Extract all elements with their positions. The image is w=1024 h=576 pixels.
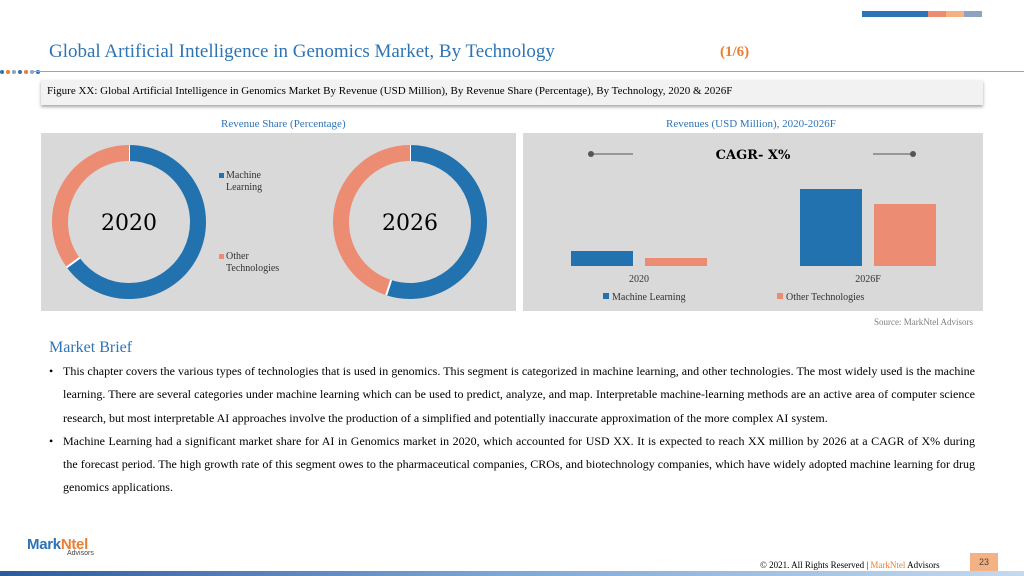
donut-slice-other-technologies [333,145,411,296]
donut-center-label: 2026 [382,211,438,236]
legend-swatch [219,173,224,178]
bullet-symbol: • [49,433,54,448]
left-panel-title: Revenue Share (Percentage) [221,118,346,130]
legend-label: Technologies [226,263,279,274]
x-tick-label: 2020 [629,274,649,285]
slice-separator [385,279,393,296]
page-indicator: (1/6) [720,44,750,60]
brief-bullet-text: This chapter covers the various types of… [63,364,975,425]
source-note: Source: MarkNtel Advisors [874,317,973,327]
logo-mark: Mark [27,536,61,553]
bar-chart-panel: 2020 2026F CAGR- X% Machine Learning Other T… [523,133,983,311]
title-underline-dots [0,70,40,74]
legend-label: Other [226,251,249,262]
copyright-text: © 2021. All Rights Reserved | MarkNtel A… [760,560,940,570]
donut-center-label: 2020 [101,211,157,236]
legend-label: Learning [226,182,262,193]
copyright-brand-rest: Advisors [905,560,940,570]
donut-slice-machine-learning [386,145,487,299]
x-tick-label: 2026F [855,274,881,285]
marknntel-logo: MarkNtel Advisors [27,536,94,557]
bar-other-technologies-2026f [874,204,936,266]
bar-machine-learning-2026f [800,189,862,266]
cagr-connector-dot [910,151,916,157]
header-accent-bar [862,11,982,17]
bar-chart: 2020 2026F CAGR- X% Machine Learning Other T… [571,148,936,303]
bar-machine-learning-2020 [571,251,633,266]
brief-bullet: • Machine Learning had a significant mar… [49,430,975,500]
market-brief-title: Market Brief [49,339,133,356]
bullet-symbol: • [49,364,54,378]
cagr-connector-dot [588,151,594,157]
legend-swatch [219,254,224,259]
legend-swatch [777,293,783,299]
logo-tagline: Advisors [67,550,94,557]
legend-label: Machine Learning [612,292,686,303]
bar-other-technologies-2020 [645,258,707,266]
legend-label: Other Technologies [786,292,864,303]
brief-bullet: • This chapter covers the various types … [49,360,975,430]
cagr-title: CAGR- X% [716,148,791,163]
page-number: 23 [970,553,998,571]
footer-bar [0,571,1024,576]
brief-bullet-text: Machine Learning had a significant marke… [63,433,975,495]
copyright-brand: MarkNtel [870,560,906,570]
figure-caption: Figure XX: Global Artificial Intelligenc… [41,80,983,105]
donut-chart-panel: 2020 2026 Machine Learning Other Technologies [41,133,516,311]
right-panel-title: Revenues (USD Million), 2020-2026F [666,118,836,130]
legend-swatch [603,293,609,299]
title-divider [30,71,1024,72]
page-title: Global Artificial Intelligence in Genomi… [49,41,555,62]
donut-slice-other-technologies [52,145,130,268]
slice-separator [66,257,81,269]
donut-slice-machine-learning [66,145,206,299]
market-brief-body: • This chapter covers the various types … [49,360,975,500]
copyright-prefix: © 2021. All Rights Reserved | [760,560,871,570]
legend-label: Machine [226,170,262,181]
logo-ntel: Ntel [60,536,88,553]
